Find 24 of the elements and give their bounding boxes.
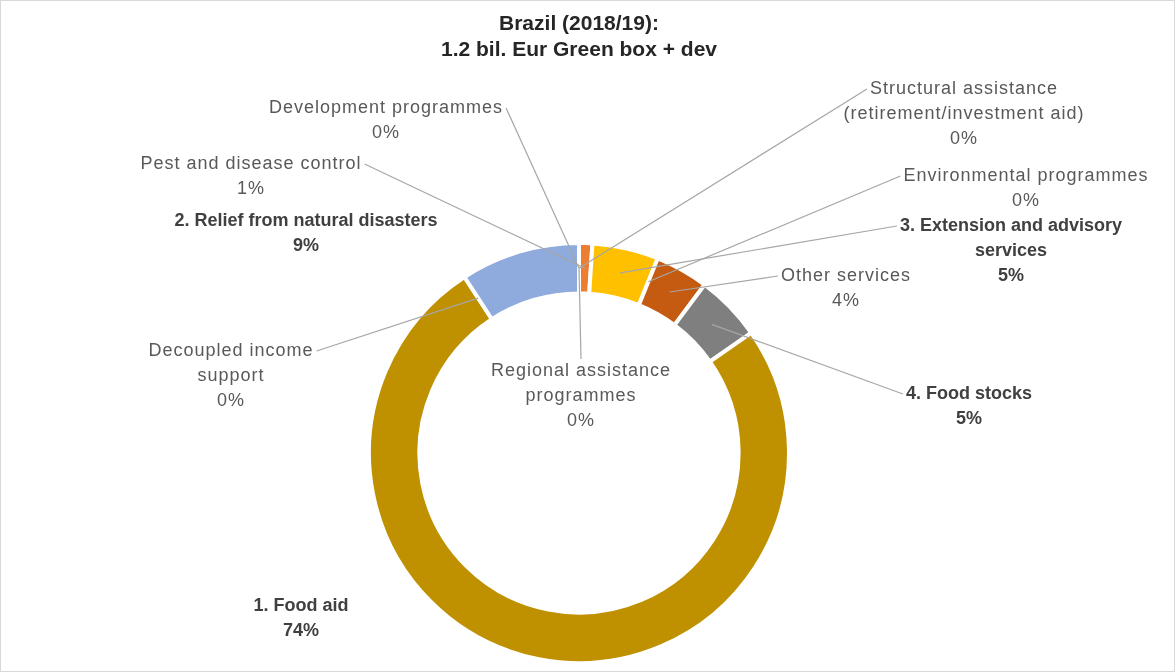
data-label: 1% — [236, 177, 266, 198]
data-label: 74% — [282, 619, 320, 640]
slice-label: 2. Relief from natural disasters — [174, 209, 438, 230]
category-label: Environmental programmes — [903, 164, 1149, 185]
chart-title: Brazil (2018/19): — [498, 11, 660, 35]
text: 0% — [566, 409, 596, 430]
category-label: Regional assistance programmes — [490, 359, 672, 405]
text: 0% — [216, 389, 246, 410]
slice-label: Pest and disease control — [140, 152, 362, 173]
text: 0% — [949, 127, 979, 148]
slice-label: 4. Food stocks — [905, 382, 1033, 403]
slice-label: 3. Extension and advisory services — [899, 214, 1123, 260]
text: 0% — [371, 121, 401, 142]
category-label: Development programmes — [268, 96, 504, 117]
slice-label: 1. Food aid — [253, 594, 349, 615]
data-label: 9% — [292, 234, 320, 255]
slice-label: Other services — [780, 264, 912, 285]
data-label: 4% — [831, 289, 861, 310]
category-label: Structural assistance (retirement/investment aid) — [843, 77, 1085, 123]
chart-subtitle: 1.2 bil. Eur Green box + dev — [440, 37, 718, 61]
data-label: 5% — [955, 407, 983, 428]
category-label: Decoupled income support — [148, 339, 314, 385]
data-label: 5% — [997, 264, 1025, 285]
text: 0% — [1011, 189, 1041, 210]
